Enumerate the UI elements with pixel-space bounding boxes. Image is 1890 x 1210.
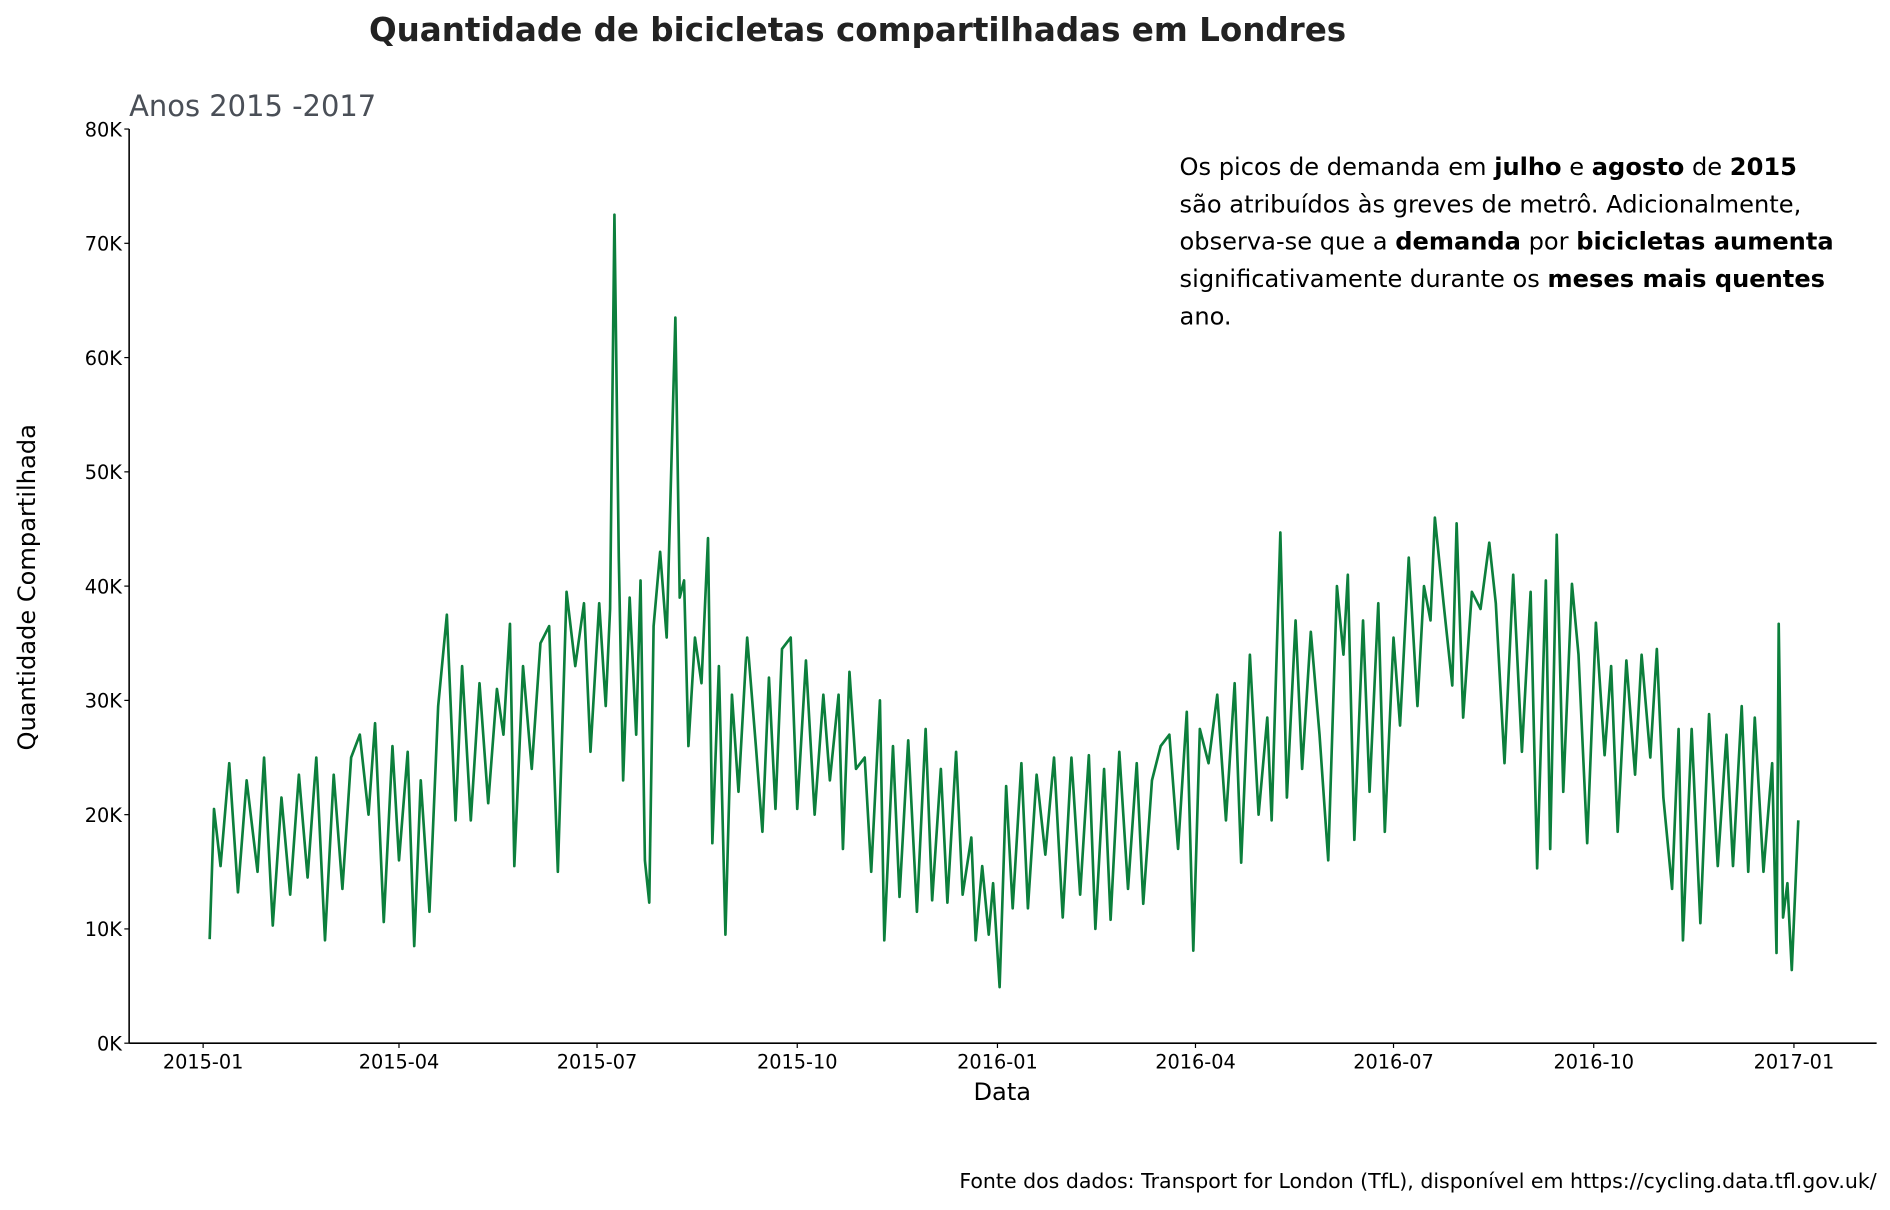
y-tick-label: 30K [85, 690, 124, 713]
annotation-line: observa-se que a demanda por bicicletas … [1180, 228, 1834, 256]
annotation-run: julho [1493, 153, 1561, 181]
x-tick-label: 2016-07 [1353, 1051, 1434, 1074]
chart-title: Quantidade de bicicletas compartilhadas … [369, 11, 1346, 49]
annotation: Os picos de demanda em julho e agosto de… [1180, 153, 1834, 331]
annotation-run: 2015 [1730, 153, 1797, 181]
x-tick-label: 2017-01 [1754, 1051, 1835, 1074]
y-tick-label: 40K [85, 575, 124, 598]
annotation-run: agosto [1592, 153, 1685, 181]
y-tick-label: 80K [85, 118, 124, 141]
y-tick-label: 10K [85, 918, 124, 941]
data-line [208, 213, 1800, 989]
x-tick-label: 2015-10 [757, 1051, 838, 1074]
y-tick-label: 70K [85, 233, 124, 256]
x-axis-label: Data [973, 1078, 1031, 1106]
annotation-run: ano. [1180, 302, 1232, 330]
annotation-run: significativamente durante os [1180, 265, 1548, 293]
y-tick-label: 50K [85, 461, 124, 484]
annotation-run: e [1562, 153, 1592, 181]
annotation-run: meses mais quentes [1548, 265, 1825, 293]
annotation-run: Os picos de demanda em [1180, 153, 1495, 181]
y-tick-label: 20K [85, 804, 124, 827]
annotation-run: por [1521, 228, 1576, 256]
x-tick-label: 2016-01 [957, 1051, 1038, 1074]
y-axis-label: Quantidade Compartilhada [13, 424, 41, 750]
x-tick-label: 2016-10 [1553, 1051, 1634, 1074]
annotation-line: Os picos de demanda em julho e agosto de… [1180, 153, 1797, 181]
annotation-run: de [1684, 153, 1729, 181]
annotation-run: demanda [1395, 228, 1521, 256]
annotation-line: são atribuídos às greves de metrô. Adici… [1180, 190, 1802, 218]
y-tick-label: 60K [85, 347, 124, 370]
chart-subtitle: Anos 2015 -2017 [129, 89, 376, 123]
annotation-run: bicicletas aumenta [1576, 228, 1833, 256]
annotation-run: são atribuídos às greves de metrô. Adici… [1180, 190, 1802, 218]
source-note: Fonte dos dados: Transport for London (T… [959, 1169, 1876, 1193]
y-tick-label: 0K [97, 1032, 123, 1055]
x-tick-label: 2015-07 [557, 1051, 638, 1074]
annotation-run: observa-se que a [1180, 228, 1396, 256]
x-tick-label: 2016-04 [1155, 1051, 1236, 1074]
annotation-line: significativamente durante os meses mais… [1180, 265, 1825, 293]
x-tick-label: 2015-04 [359, 1051, 440, 1074]
annotation-line: ano. [1180, 302, 1232, 330]
x-tick-label: 2015-01 [163, 1051, 244, 1074]
